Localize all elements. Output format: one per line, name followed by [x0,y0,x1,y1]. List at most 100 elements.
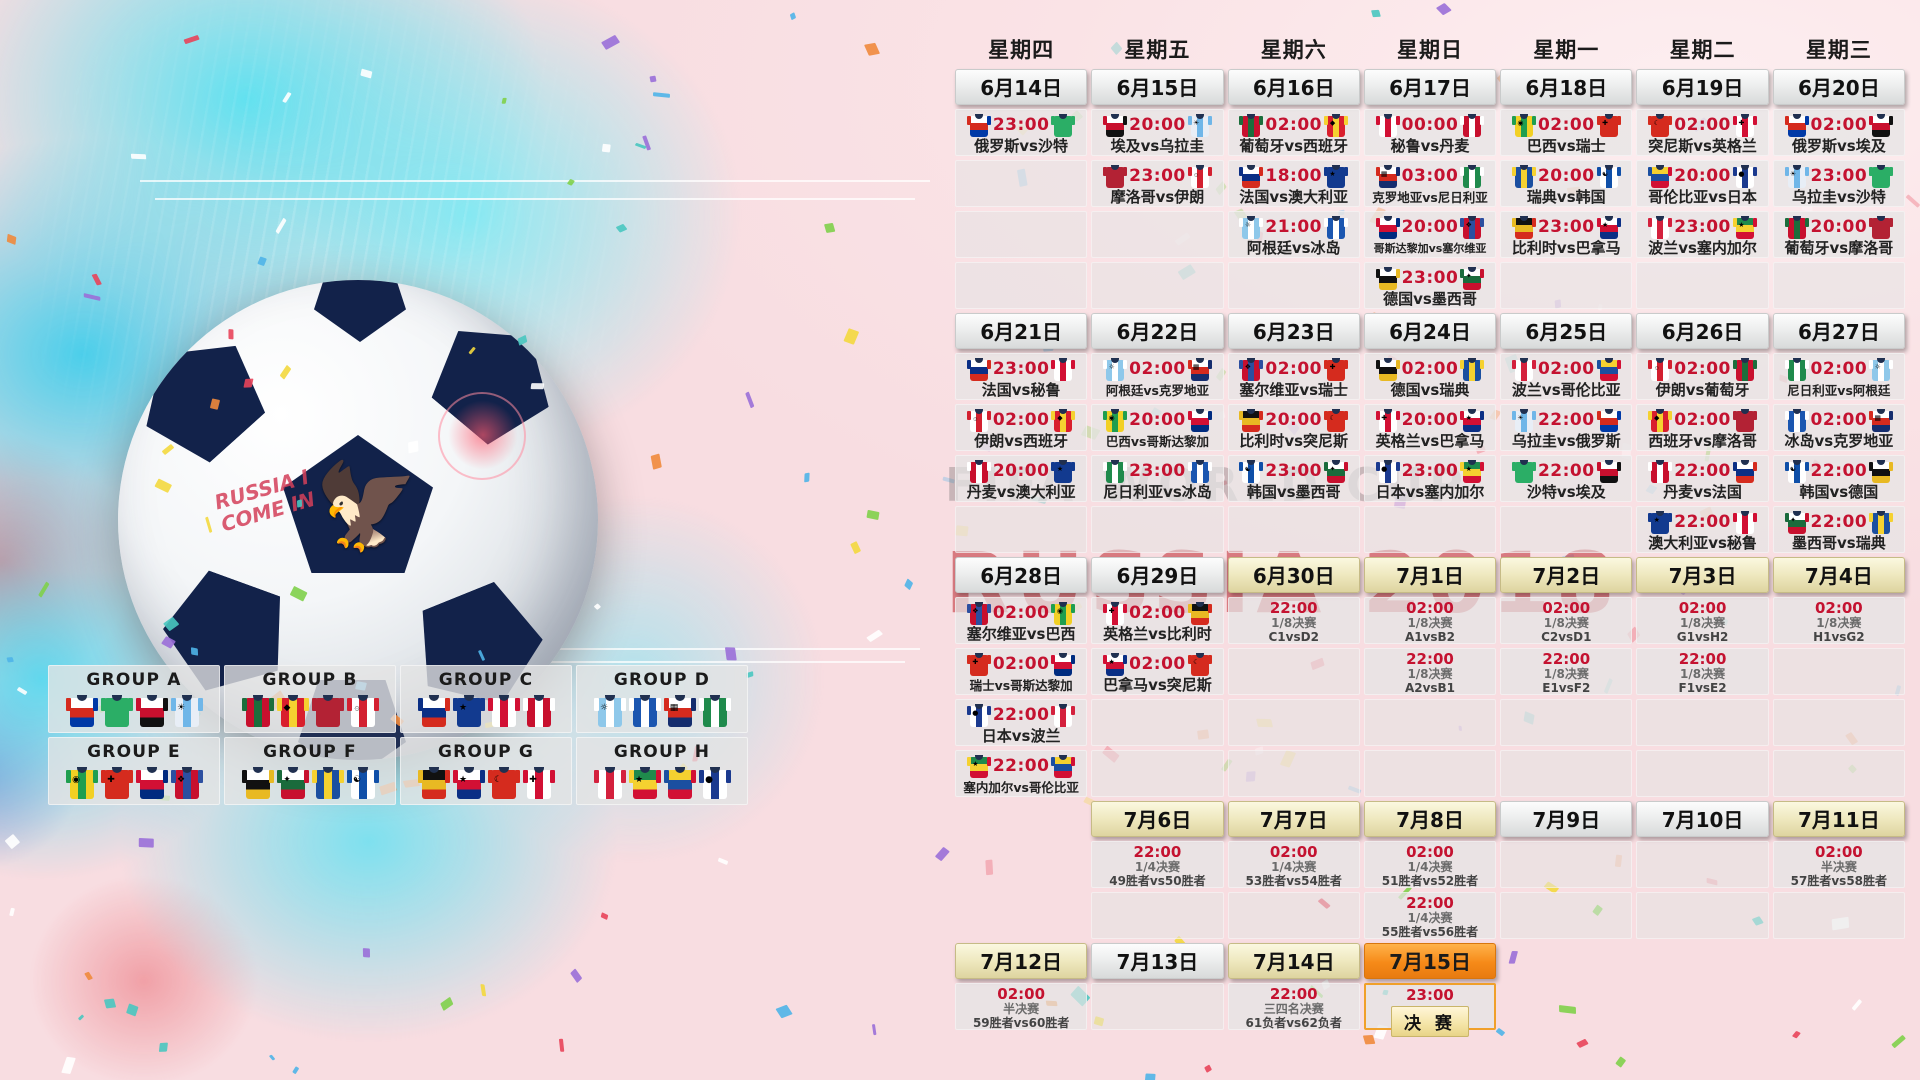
match-cell[interactable]: ☼ 21:00 阿根廷vs冰岛 [1227,211,1360,258]
knockout-match-cell[interactable]: 02:00 半决赛 57胜者vs58胜者 [1772,841,1905,888]
knockout-match-cell[interactable]: 22:00 1/8决赛 E1vsF2 [1500,648,1633,695]
match-cell[interactable]: ☯ 23:00 ✦ 韩国vs墨西哥 [1227,455,1360,502]
date-header[interactable]: 7月2日 [1500,557,1633,593]
match-cell[interactable]: ▦ 03:00 克罗地亚vs尼日利亚 [1363,160,1497,207]
knockout-match-cell[interactable]: 22:00 1/4决赛 49胜者vs50胜者 [1091,841,1224,888]
match-cell[interactable]: ☀ 23:00 乌拉圭vs沙特 [1772,160,1905,207]
match-cell[interactable]: ☼ 02:00 ▦ 阿根廷vs克罗地亚 [1091,353,1224,400]
match-cell[interactable]: ❖ 02:00 ✚ 塞尔维亚vs瑞士 [1227,353,1360,400]
match-cell[interactable]: ✚ 02:00 瑞士vs哥斯达黎加 [955,648,1088,695]
match-cell[interactable]: 23:00 ۞ 摩洛哥vs伊朗 [1091,160,1224,207]
match-cell[interactable]: ● 22:00 日本vs波兰 [955,699,1088,746]
date-header[interactable]: 6月22日 [1091,313,1224,349]
group-box-c[interactable]: GROUP C ★ [400,665,572,733]
date-header[interactable]: 7月8日 [1363,801,1497,837]
date-header[interactable]: 6月27日 [1772,313,1905,349]
match-cell[interactable]: 02:00 波兰vs哥伦比亚 [1500,353,1633,400]
date-header[interactable]: 7月4日 [1772,557,1905,593]
match-cell[interactable]: 22:00 沙特vs埃及 [1500,455,1633,502]
group-box-h[interactable]: GROUP H ★ ● [576,737,748,805]
match-cell[interactable]: ◉ 02:00 ✚ 巴西vs瑞士 [1500,109,1633,156]
knockout-match-cell[interactable]: 02:00 半决赛 59胜者vs60胜者 [955,983,1088,1030]
match-cell[interactable]: ۞ 02:00 伊朗vs葡萄牙 [1636,353,1769,400]
date-header[interactable]: 6月19日 [1636,69,1769,105]
match-cell[interactable]: ★ 02:00 ☾ 巴拿马vs突尼斯 [1091,648,1224,695]
date-header[interactable]: 7月6日 [1091,801,1224,837]
date-header[interactable]: 7月13日 [1091,943,1224,979]
date-header[interactable]: 7月14日 [1227,943,1360,979]
match-cell[interactable]: ◉ 20:00 巴西vs哥斯达黎加 [1091,404,1224,451]
match-cell[interactable]: 22:00 丹麦vs法国 [1636,455,1769,502]
group-box-a[interactable]: GROUP A ☀ [48,665,220,733]
date-header[interactable]: 6月14日 [955,69,1088,105]
date-header[interactable]: 6月16日 [1227,69,1360,105]
date-header[interactable]: 6月23日 [1227,313,1360,349]
match-cell[interactable]: 23:00 俄罗斯vs沙特 [955,109,1088,156]
match-cell[interactable]: 23:00 ★ 比利时vs巴拿马 [1500,211,1633,258]
match-cell[interactable]: 23:00 ★ 波兰vs塞内加尔 [1636,211,1769,258]
group-box-g[interactable]: GROUP G ★ ☾ ✚ [400,737,572,805]
knockout-match-cell[interactable]: 22:00 三四名决赛 61负者vs62负者 [1227,983,1360,1030]
match-cell[interactable]: 23:00 法国vs秘鲁 [955,353,1088,400]
knockout-match-cell[interactable]: 02:00 1/4决赛 51胜者vs52胜者 [1363,841,1497,888]
knockout-match-cell[interactable]: 22:00 1/8决赛 A2vsB1 [1363,648,1497,695]
match-cell[interactable]: 20:00 ☀ 埃及vs乌拉圭 [1091,109,1224,156]
date-header[interactable]: 7月10日 [1636,801,1769,837]
match-cell[interactable]: 00:00 秘鲁vs丹麦 [1363,109,1497,156]
group-box-f[interactable]: GROUP F ✦ ☯ [224,737,396,805]
date-header[interactable]: 6月18日 [1500,69,1633,105]
group-box-e[interactable]: GROUP E ◉ ✚ ❖ [48,737,220,805]
match-cell[interactable]: ✚ 20:00 ★ 英格兰vs巴拿马 [1363,404,1497,451]
date-header[interactable]: 6月20日 [1772,69,1905,105]
match-cell[interactable]: 20:00 ☾ 比利时vs突尼斯 [1227,404,1360,451]
date-header[interactable]: 7月15日 [1363,943,1497,979]
date-header[interactable]: 7月12日 [955,943,1088,979]
knockout-match-cell[interactable]: 22:00 1/8决赛 F1vsE2 [1636,648,1769,695]
knockout-match-cell[interactable]: 02:00 1/8决赛 C2vsD1 [1500,597,1633,644]
match-cell[interactable]: ☯ 22:00 韩国vs德国 [1772,455,1905,502]
match-cell[interactable]: 02:00 ▦ 冰岛vs克罗地亚 [1772,404,1905,451]
knockout-match-cell[interactable]: 22:00 1/8决赛 C1vsD2 [1227,597,1360,644]
match-cell[interactable]: 20:00 葡萄牙vs摩洛哥 [1772,211,1905,258]
date-header[interactable]: 6月26日 [1636,313,1769,349]
final-match-cell[interactable]: 23:00 决 赛 [1363,983,1497,1037]
date-header[interactable]: 7月3日 [1636,557,1769,593]
date-header[interactable]: 6月17日 [1363,69,1497,105]
match-cell[interactable]: ☾ 02:00 ✚ 突尼斯vs英格兰 [1636,109,1769,156]
match-cell[interactable]: 02:00 德国vs瑞典 [1363,353,1497,400]
match-cell[interactable]: ☀ 22:00 乌拉圭vs俄罗斯 [1500,404,1633,451]
date-header[interactable]: 6月28日 [955,557,1088,593]
match-cell[interactable]: 02:00 ☼ 尼日利亚vs阿根廷 [1772,353,1905,400]
knockout-match-cell[interactable]: 02:00 1/8决赛 A1vsB2 [1363,597,1497,644]
date-header[interactable]: 6月25日 [1500,313,1633,349]
date-header[interactable]: 6月15日 [1091,69,1224,105]
date-header[interactable]: 7月1日 [1363,557,1497,593]
date-header[interactable]: 6月30日 [1227,557,1360,593]
match-cell[interactable]: ❖ 02:00 ◉ 塞尔维亚vs巴西 [955,597,1088,644]
match-cell[interactable]: ◆ 02:00 西班牙vs摩洛哥 [1636,404,1769,451]
match-cell[interactable]: 20:00 ❖ 哥斯达黎加vs塞尔维亚 [1363,211,1497,258]
knockout-match-cell[interactable]: 22:00 1/4决赛 55胜者vs56胜者 [1363,892,1497,939]
match-cell[interactable]: 18:00 ★ 法国vs澳大利亚 [1227,160,1360,207]
knockout-match-cell[interactable]: 02:00 1/8决赛 G1vsH2 [1636,597,1769,644]
date-header[interactable]: 7月7日 [1227,801,1360,837]
knockout-match-cell[interactable]: 02:00 1/4决赛 53胜者vs54胜者 [1227,841,1360,888]
match-cell[interactable]: 20:00 ★ 丹麦vs澳大利亚 [955,455,1088,502]
match-cell[interactable]: 20:00 ● 哥伦比亚vs日本 [1636,160,1769,207]
date-header[interactable]: 6月29日 [1091,557,1224,593]
date-header[interactable]: 7月11日 [1772,801,1905,837]
match-cell[interactable]: 23:00 ✦ 德国vs墨西哥 [1363,262,1497,309]
match-cell[interactable]: ✦ 22:00 墨西哥vs瑞典 [1772,506,1905,553]
date-header[interactable]: 6月21日 [955,313,1088,349]
match-cell[interactable]: ★ 22:00 塞内加尔vs哥伦比亚 [955,750,1088,797]
date-header[interactable]: 7月9日 [1500,801,1633,837]
match-cell[interactable]: 02:00 俄罗斯vs埃及 [1772,109,1905,156]
match-cell[interactable]: ✚ 02:00 英格兰vs比利时 [1091,597,1224,644]
group-box-d[interactable]: GROUP D ☼ ▦ [576,665,748,733]
date-header[interactable]: 6月24日 [1363,313,1497,349]
match-cell[interactable]: 02:00 ◆ 葡萄牙vs西班牙 [1227,109,1360,156]
match-cell[interactable]: 20:00 ☯ 瑞典vs韩国 [1500,160,1633,207]
match-cell[interactable]: ★ 22:00 澳大利亚vs秘鲁 [1636,506,1769,553]
match-cell[interactable]: ● 23:00 ★ 日本vs塞内加尔 [1363,455,1497,502]
match-cell[interactable]: ۞ 02:00 ◆ 伊朗vs西班牙 [955,404,1088,451]
